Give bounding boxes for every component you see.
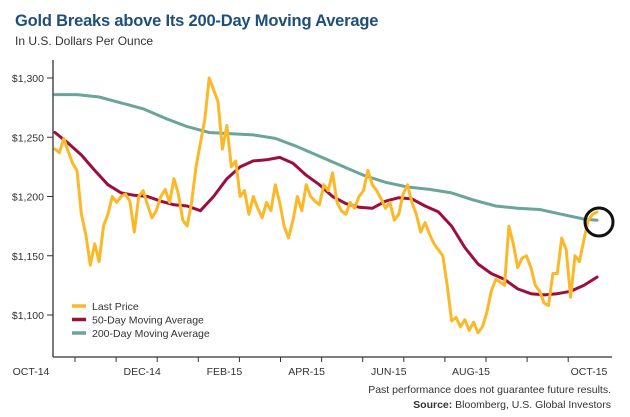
disclaimer-text: Past performance does not guarantee futu…	[368, 384, 611, 396]
y-tick-label: $1,300	[12, 73, 44, 85]
highlight-circle-annotation	[583, 206, 615, 238]
x-tick-label: FEB-15	[207, 366, 243, 378]
axis-layer: $1,100 $1,150 $1,200 $1,250 $1,300 OCT-14 DEC-…	[12, 60, 612, 378]
y-tick-label: $1,100	[12, 310, 44, 322]
x-tick-label: OCT-15	[571, 366, 608, 378]
chart-title: Gold Breaks above Its 200-Day Moving Ave…	[15, 12, 379, 30]
x-tick-label: OCT-14	[13, 366, 50, 378]
chart-subtitle: In U.S. Dollars Per Ounce	[15, 34, 154, 48]
x-tick-label: APR-15	[288, 366, 325, 378]
y-tick-label: $1,200	[12, 192, 44, 204]
legend-item-last-price-label: Last Price	[92, 301, 139, 313]
y-tick-label: $1,150	[12, 251, 44, 263]
x-tick-label: JUN-15	[371, 366, 407, 378]
y-tick-label: $1,250	[12, 132, 44, 144]
legend-item-200-day-ma-label: 200-Day Moving Average	[92, 328, 210, 340]
series-layer	[53, 76, 599, 335]
source-note: Source: Bloomberg, U.S. Global Investors	[413, 399, 611, 411]
x-tick-label: DEC-14	[124, 366, 162, 378]
source-label: Source:	[413, 399, 453, 411]
two-hundred-day-ma-line	[53, 93, 599, 222]
last-price-line	[53, 76, 599, 335]
legend-item-50-day-ma-label: 50-Day Moving Average	[92, 315, 204, 327]
source-text: Bloomberg, U.S. Global Investors	[452, 399, 611, 411]
x-tick-label: AUG-15	[452, 366, 490, 378]
